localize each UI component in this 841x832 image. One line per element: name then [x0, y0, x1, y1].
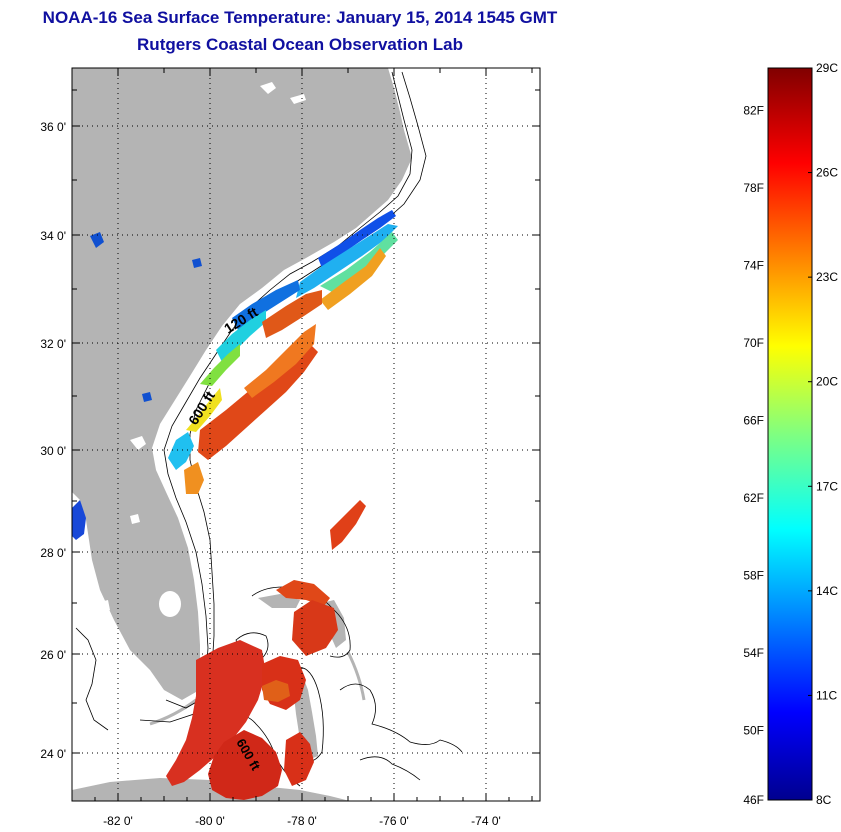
fahrenheit-label: 78F: [743, 181, 764, 195]
lake: [159, 591, 181, 617]
fahrenheit-label: 54F: [743, 646, 764, 660]
celsius-labels: 29C 26C 23C 20C 17C 14C 11C 8C: [816, 61, 838, 807]
lat-label: 36 0': [40, 120, 66, 134]
celsius-label: 14C: [816, 584, 838, 598]
bahamas-eleuthera: [346, 651, 366, 701]
sst-data-layer: [72, 210, 398, 800]
fahrenheit-labels: 82F 78F 74F 70F 66F 62F 58F 54F 50F 46F: [743, 104, 764, 807]
axis-ticks: [72, 68, 540, 801]
celsius-label: 20C: [816, 375, 838, 389]
mainland-land: [72, 68, 412, 700]
celsius-label: 23C: [816, 270, 838, 284]
celsius-label: 11C: [816, 688, 837, 702]
latitude-labels: 36 0' 34 0' 32 0' 30 0' 28 0' 26 0' 24 0…: [40, 120, 66, 761]
cuba-land: [72, 778, 350, 801]
land-lakes: [90, 82, 306, 612]
fahrenheit-label: 46F: [743, 793, 764, 807]
lat-label: 24 0': [40, 747, 66, 761]
lon-label: -76 0': [379, 814, 409, 828]
fahrenheit-label: 50F: [743, 723, 764, 737]
fahrenheit-label: 82F: [743, 104, 764, 118]
map-frame: [71, 67, 541, 802]
fahrenheit-label: 62F: [743, 491, 764, 505]
lon-label: -80 0': [195, 814, 225, 828]
florida-keys: [149, 698, 197, 726]
map-grid: [72, 68, 540, 801]
lon-label: -82 0': [103, 814, 133, 828]
lon-label: -74 0': [471, 814, 501, 828]
colorbar-gradient: [767, 67, 813, 801]
lat-label: 34 0': [40, 229, 66, 243]
celsius-label: 17C: [816, 479, 838, 493]
colorbar-ticks: [808, 67, 812, 801]
fahrenheit-label: 74F: [743, 259, 764, 273]
lat-label: 32 0': [40, 337, 66, 351]
celsius-label: 26C: [816, 166, 838, 180]
fahrenheit-label: 66F: [743, 413, 764, 427]
fahrenheit-label: 58F: [743, 568, 764, 582]
map-title: NOAA-16 Sea Surface Temperature: January…: [42, 8, 558, 27]
lon-label: -78 0': [287, 814, 317, 828]
lat-label: 30 0': [40, 444, 66, 458]
lat-label: 28 0': [40, 546, 66, 560]
map-subtitle: Rutgers Coastal Ocean Observation Lab: [137, 35, 463, 54]
longitude-labels: -82 0' -80 0' -78 0' -76 0' -74 0': [103, 814, 501, 828]
lat-label: 26 0': [40, 648, 66, 662]
celsius-label: 29C: [816, 61, 838, 75]
celsius-label: 8C: [816, 793, 832, 807]
fahrenheit-label: 70F: [743, 336, 764, 350]
